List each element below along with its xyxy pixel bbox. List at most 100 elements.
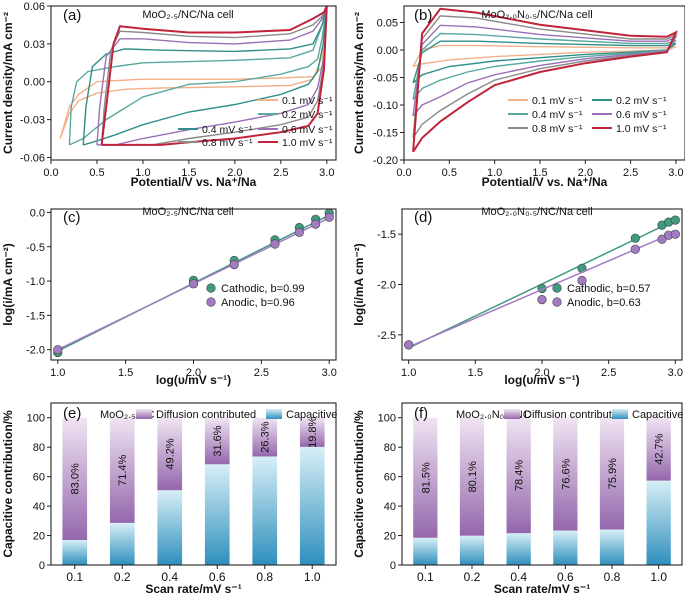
- bar-value-label: 42.7%: [654, 433, 666, 464]
- y-tick-label: 40: [33, 501, 45, 513]
- y-tick-label: 0.05: [377, 18, 398, 30]
- bar-diffusion: [109, 417, 135, 523]
- y-tick-label: -2.0: [377, 280, 396, 292]
- y-axis-label: log(i/mA cm⁻²): [1, 243, 15, 326]
- x-tick-label: 0.1: [66, 570, 83, 584]
- chart-title: MoO₂.₀N₀.₅/NC/Na cell: [481, 206, 592, 218]
- x-tick-label: 1.0: [50, 367, 65, 379]
- bar-diffusion: [646, 417, 671, 481]
- bar-value-label: 81.5%: [420, 462, 432, 493]
- y-axis-label: Current density/mA cm⁻²: [352, 12, 366, 154]
- chart-title: MoO₂.₀N₀.₅/NC/Na cell: [481, 9, 592, 21]
- legend-marker: [206, 297, 216, 307]
- legend-label: 0.6 mV s⁻¹: [616, 109, 667, 121]
- x-tick-label: 2.5: [601, 367, 616, 379]
- legend-marker: [552, 283, 562, 293]
- x-tick-label: 0.2: [464, 570, 481, 584]
- bar-capacitive: [204, 464, 230, 565]
- bar-diffusion: [506, 417, 531, 534]
- fit-line: [408, 231, 676, 348]
- y-tick-label: -0.06: [20, 152, 45, 164]
- data-point: [577, 275, 587, 286]
- y-tick-label: -2.5: [377, 330, 396, 342]
- x-tick-label: 0.0: [396, 167, 411, 179]
- y-tick-label: 0.06: [24, 1, 45, 13]
- legend-label: Anodic, b=0.96: [221, 297, 295, 309]
- y-tick-label: 20: [384, 531, 396, 543]
- x-tick-label: 0.6: [557, 570, 574, 584]
- y-tick-label: 0: [390, 560, 396, 572]
- legend-label: Cathodic, b=0.99: [221, 283, 304, 295]
- y-tick-label: -1.5: [26, 310, 45, 322]
- bar-value-label: 26.3%: [260, 421, 272, 452]
- y-tick-label: 40: [384, 501, 396, 513]
- x-axis-label: Potential/V vs. Na⁺/Na: [131, 175, 257, 189]
- data-point: [311, 219, 321, 229]
- legend-label: 0.8 mV s⁻¹: [202, 137, 253, 149]
- y-tick-label: 0.00: [377, 45, 398, 57]
- legend-label: 0.1 mV s⁻¹: [282, 95, 333, 107]
- y-tick-label: -0.15: [373, 128, 398, 140]
- y-tick-label: -0.20: [373, 155, 398, 167]
- data-point: [270, 239, 280, 249]
- y-tick-label: 80: [384, 442, 396, 454]
- bar-diffusion: [299, 417, 325, 447]
- cv-curve: [100, 5, 328, 146]
- data-point: [53, 345, 63, 355]
- bar-diffusion: [413, 417, 438, 538]
- bar-capacitive: [252, 456, 278, 565]
- x-tick-label: 0.1: [417, 570, 434, 584]
- legend-marker: [206, 283, 216, 293]
- legend-label: Anodic, b=0.63: [567, 297, 641, 309]
- chart-title: MoO₂.₅/NC/Na cell: [142, 206, 233, 218]
- x-tick-label: 0.8: [604, 570, 621, 584]
- x-tick-label: 1.5: [532, 167, 547, 179]
- x-tick-label: 0.6: [209, 570, 226, 584]
- y-tick-label: -1.0: [26, 276, 45, 288]
- x-tick-label: 3.0: [668, 367, 683, 379]
- y-tick-label: 0.03: [24, 39, 45, 51]
- legend-marker: [552, 297, 562, 307]
- y-tick-label: 20: [33, 531, 45, 543]
- x-tick-label: 1.0: [135, 167, 150, 179]
- bar-capacitive: [413, 537, 438, 565]
- x-tick-label: 1.0: [401, 367, 416, 379]
- y-tick-label: 0.00: [24, 77, 45, 89]
- panel-label: (a): [63, 7, 81, 24]
- x-tick-label: 3.0: [319, 167, 334, 179]
- cv-curve: [412, 7, 678, 153]
- legend-swatch-diffusion: [136, 409, 152, 419]
- legend-label: 0.2 mV s⁻¹: [282, 109, 333, 121]
- bar-value-label: 76.6%: [560, 458, 572, 489]
- x-tick-label: 2.5: [254, 367, 269, 379]
- legend-label: Capacitive: [632, 409, 683, 421]
- bar-capacitive: [459, 535, 485, 565]
- y-tick-label: -0.05: [373, 73, 398, 85]
- x-tick-label: 1.5: [118, 367, 133, 379]
- y-axis-label: log(i/mA cm⁻²): [352, 243, 366, 326]
- panel-d: 1.0 1.5 2.0 2.5 3.0 -1.5 -2.0 -2.5 (d) MoO₂.₀N₀.₅…: [352, 206, 683, 387]
- data-point: [404, 340, 414, 350]
- bar-diffusion: [62, 417, 88, 540]
- bar-diffusion: [553, 417, 578, 531]
- panel-e: 83.0% 0.1 71.4% 0.2 49.2% 0.4 31.6% 0.6 26.3% 0.8…: [1, 402, 337, 596]
- cv-curve: [412, 40, 677, 84]
- x-axis-label: Potential/V vs. Na⁺/Na: [482, 175, 608, 189]
- x-axis-label: log(υ/mV s⁻¹): [504, 373, 579, 387]
- panel-f: 81.5% 0.1 80.1% 0.2 78.4% 0.4 76.6% 0.6 75.9% 0.8…: [352, 402, 683, 596]
- plot-frame: [401, 402, 683, 566]
- bar-capacitive: [599, 529, 625, 565]
- x-tick-label: 2.0: [227, 167, 242, 179]
- x-tick-label: 0.0: [43, 167, 58, 179]
- bar-capacitive: [299, 446, 325, 565]
- x-tick-label: 2.5: [623, 167, 638, 179]
- bar-value-label: 71.4%: [117, 454, 129, 485]
- x-tick-label: 0.5: [89, 167, 104, 179]
- plot-frame: [50, 402, 337, 566]
- y-tick-label: 0.0: [30, 207, 45, 219]
- y-axis-label: Capacitive contribution/%: [352, 410, 366, 558]
- legend-label: 1.0 mV s⁻¹: [616, 123, 667, 135]
- x-tick-label: 1.0: [650, 570, 667, 584]
- bar-diffusion: [252, 417, 278, 457]
